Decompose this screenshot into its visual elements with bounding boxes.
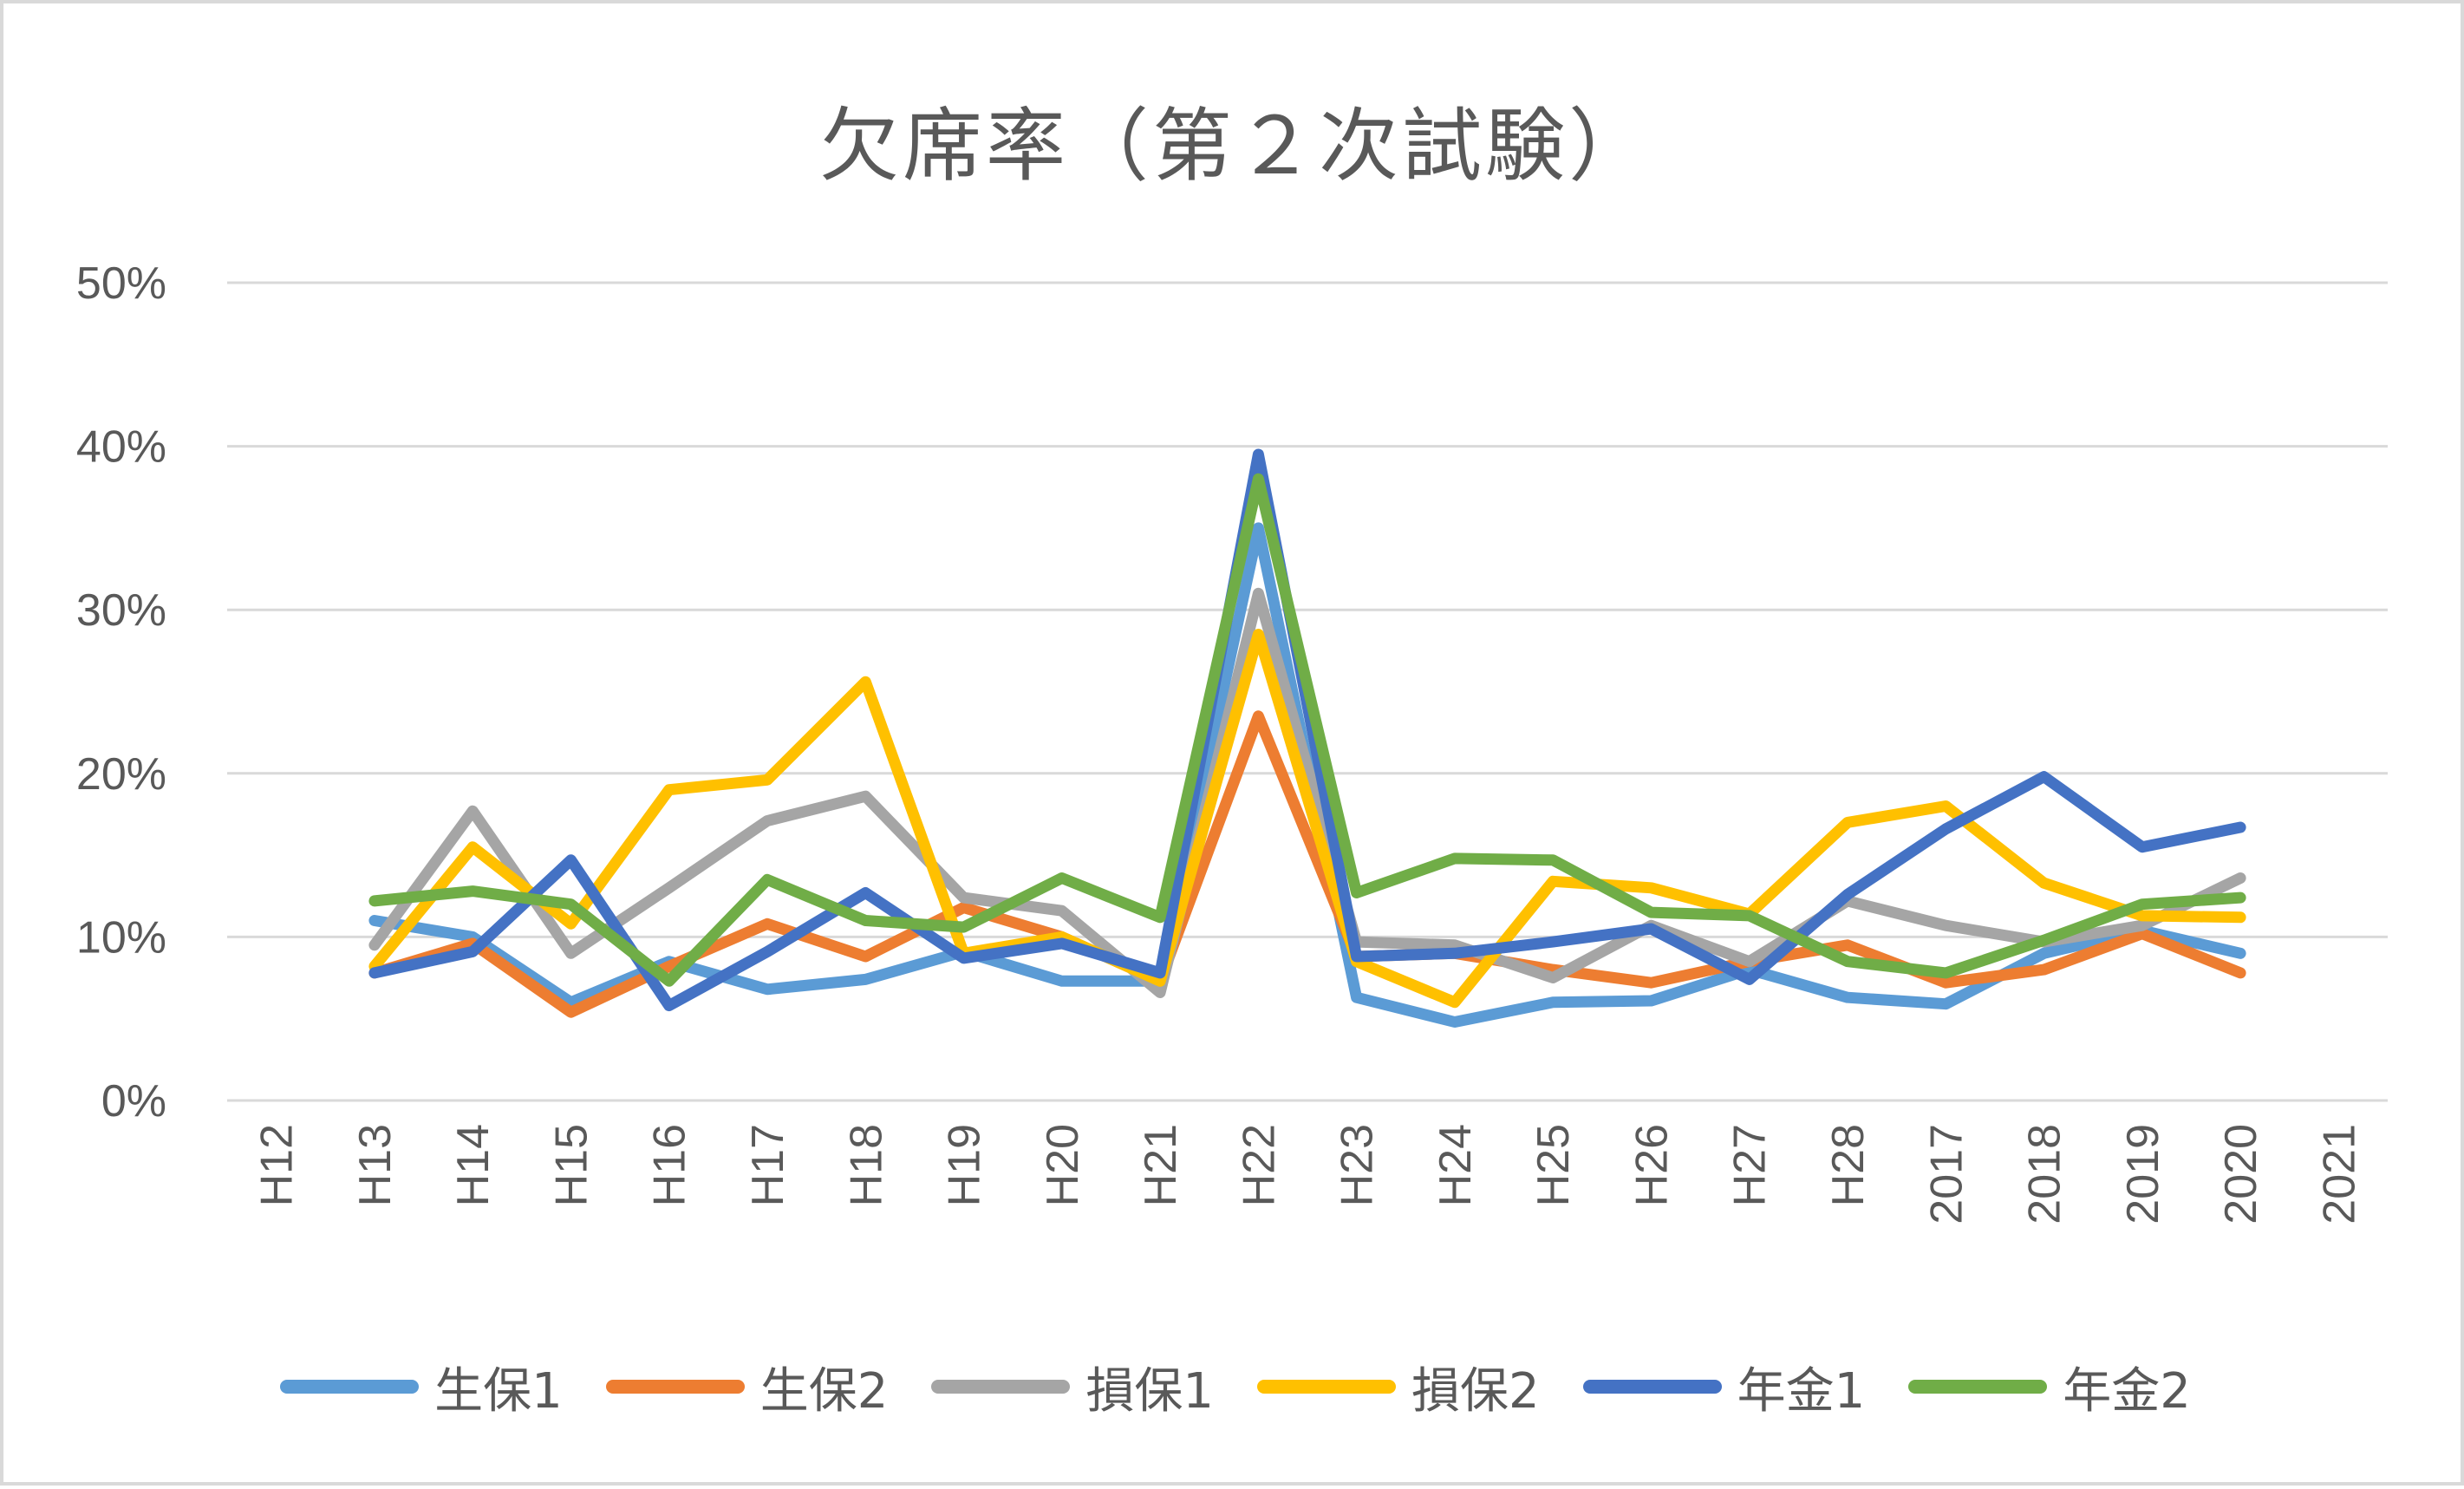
x-tick-label: H19 [940,1124,990,1206]
series-lines [368,448,2246,1028]
legend-item: 損保2 [1257,1352,1540,1422]
legend-swatch [1908,1380,2048,1394]
x-tick-label: 2018 [2020,1124,2070,1225]
legend-swatch [1582,1380,1722,1394]
legend: 生保1 生保2 損保1 損保2 年金1 年金2 [3,1352,2464,1421]
x-tick-label: H13 [350,1124,401,1206]
x-tick-label: 2021 [2314,1124,2364,1225]
x-tick-label: H14 [448,1124,499,1206]
x-tick-label: H12 [252,1124,303,1206]
x-tick-label: H27 [1725,1124,1776,1206]
chart-title: 欠席率（第２次試験） [818,100,1652,193]
x-tick-label: 2019 [2118,1124,2168,1225]
y-axis-ticks: 0% 10% 20% 30% 40% 50% [76,258,166,1127]
legend-label: 損保1 [1085,1362,1214,1420]
legend-item: 損保1 [931,1352,1214,1422]
x-tick-label: H16 [645,1124,695,1206]
plot-area: 0%10%20%30%40%50% H12 H13 H14 H15 H16 H17 H18 H… [76,258,2388,1225]
legend-swatch [931,1380,1071,1394]
x-axis-ticks: H12 H13 H14 H15 H16 H17 H18 H19 H20 H21 H22 H23 H24 H… [252,1124,2365,1225]
legend-item: 年金2 [1908,1352,2191,1422]
legend-swatch [280,1380,420,1394]
x-tick-label: 2017 [1921,1124,1972,1225]
x-tick-label: H15 [546,1124,596,1206]
legend-label: 年金2 [2063,1362,2191,1420]
legend-item: 生保2 [605,1352,889,1422]
x-tick-label: H20 [1038,1124,1088,1206]
x-tick-label: 2020 [2216,1124,2266,1225]
x-tick-label: H28 [1823,1124,1874,1206]
series-line-損保2 [368,629,2246,1009]
y-tick-label: 20% [76,749,166,800]
y-tick-label: 30% [76,585,166,636]
x-tick-label: H26 [1626,1124,1677,1206]
legend-label: 生保1 [434,1362,563,1420]
series-line-損保1 [368,587,2246,998]
legend-label: 生保2 [759,1362,889,1420]
y-tick-label: 0% [101,1076,166,1127]
y-tick-label: 40% [76,422,166,473]
x-tick-label: H21 [1136,1124,1186,1206]
legend-label: 年金1 [1737,1362,1866,1420]
legend-item: 生保1 [280,1352,563,1422]
x-tick-label: H25 [1529,1124,1579,1206]
x-tick-label: H22 [1234,1124,1284,1206]
x-tick-label: H23 [1333,1124,1383,1206]
legend-item: 年金1 [1582,1352,1866,1422]
series-line-年金2 [368,473,2246,987]
y-tick-label: 10% [76,912,166,963]
legend-swatch [605,1380,745,1394]
x-tick-label: H17 [743,1124,793,1206]
y-tick-label: 50% [76,258,166,309]
x-tick-label: H24 [1431,1124,1481,1206]
legend-label: 損保2 [1411,1362,1540,1420]
x-tick-label: H18 [841,1124,891,1206]
legend-swatch [1257,1380,1396,1394]
